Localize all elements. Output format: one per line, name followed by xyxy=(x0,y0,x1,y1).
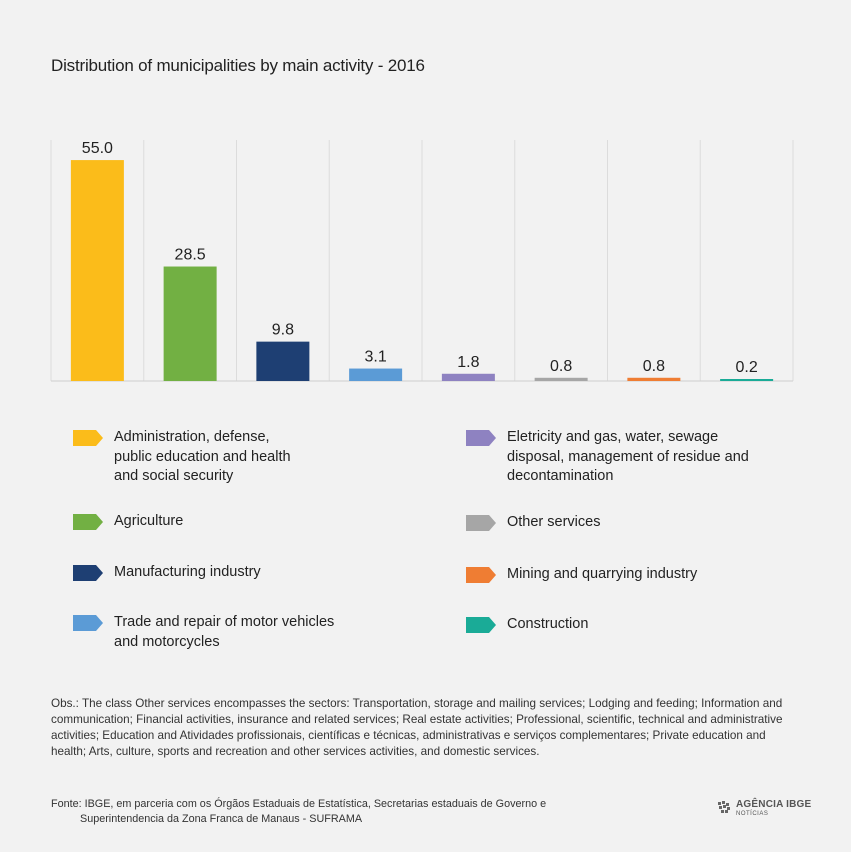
legend-item: Eletricity and gas, water, sewage disposa… xyxy=(466,428,749,487)
legend-arrow-swatch-icon xyxy=(73,615,103,631)
legend-item: Agriculture xyxy=(73,512,183,532)
legend-label: Administration, defense, public education… xyxy=(114,428,291,487)
ibge-logo-icon xyxy=(718,801,730,813)
legend-arrow-swatch-icon xyxy=(73,430,103,446)
bar-value-label: 0.8 xyxy=(643,358,665,375)
bar-chart: 55.0 28.5 9.8 3.1 1.8 0.8 0.8 0.2 xyxy=(50,140,794,382)
legend-label: Eletricity and gas, water, sewage disposa… xyxy=(507,428,749,487)
legend-arrow-swatch-icon xyxy=(466,617,496,633)
legend-label-line: disposal, management of residue and xyxy=(507,448,749,465)
legend-label: Trade and repair of motor vehicles and mo… xyxy=(114,613,334,652)
legend-label-line: and social security xyxy=(114,468,234,484)
legend-label-line: Agriculture xyxy=(114,513,184,529)
source-line-2: Superintendencia da Zona Franca de Manau… xyxy=(80,813,363,825)
legend-label-line: Construction xyxy=(507,616,589,632)
legend-arrow-swatch-icon xyxy=(466,567,496,583)
legend-label: Construction xyxy=(507,615,588,635)
legend-arrow-swatch-icon xyxy=(466,515,496,531)
bar-value-label: 1.8 xyxy=(457,354,479,371)
legend-item: Administration, defense, public education… xyxy=(73,428,291,487)
bar xyxy=(534,377,588,381)
legend-arrow-swatch-icon xyxy=(73,565,103,581)
chart-title: Distribution of municipalities by main a… xyxy=(51,56,425,75)
logo-sub-text: NOTÍCIAS xyxy=(736,811,769,817)
legend-label-line: public education and health xyxy=(114,448,291,465)
bar xyxy=(720,379,774,381)
legend-label-line: Manufacturing industry xyxy=(114,564,261,580)
bar xyxy=(627,377,681,381)
legend-label: Agriculture xyxy=(114,512,183,532)
bar-value-label: 28.5 xyxy=(175,247,206,264)
bar xyxy=(349,368,403,381)
source-note: Fonte: IBGE, em parceria com os Órgãos E… xyxy=(51,797,571,827)
agencia-ibge-logo: AGÊNCIA IBGE NOTÍCIAS xyxy=(718,800,811,818)
legend-arrow-swatch-icon xyxy=(73,514,103,530)
legend-item: Manufacturing industry xyxy=(73,563,261,583)
legend-label-line: Administration, defense, xyxy=(114,429,270,445)
legend-label-line: decontamination xyxy=(507,468,614,484)
logo-main-text: AGÊNCIA IBGE xyxy=(736,799,812,810)
legend-label-line: Eletricity and gas, water, sewage xyxy=(507,429,719,445)
legend-item: Other services xyxy=(466,513,600,533)
legend-label-line: Other services xyxy=(507,514,601,530)
legend-label-line: and motorcycles xyxy=(114,633,220,650)
bar xyxy=(441,373,495,381)
legend-arrow-swatch-icon xyxy=(466,430,496,446)
legend-item: Trade and repair of motor vehicles and mo… xyxy=(73,613,334,652)
bar-value-label: 55.0 xyxy=(82,140,113,157)
bar xyxy=(256,341,310,381)
legend-item: Mining and quarrying industry xyxy=(466,565,697,585)
bar-value-label: 3.1 xyxy=(365,349,387,366)
bar-value-label: 0.8 xyxy=(550,358,572,375)
legend-label: Other services xyxy=(507,513,600,533)
bar xyxy=(70,160,124,381)
bar-value-label: 9.8 xyxy=(272,322,294,339)
legend-label-line: Mining and quarrying industry xyxy=(507,566,698,582)
observation-note: Obs.: The class Other services encompass… xyxy=(51,697,783,758)
bar-value-label: 0.2 xyxy=(736,359,758,376)
legend-label-line: Trade and repair of motor vehicles xyxy=(114,614,335,630)
legend-item: Construction xyxy=(466,615,588,635)
source-line-1: Fonte: IBGE, em parceria com os Órgãos E… xyxy=(51,798,547,810)
legend-label: Mining and quarrying industry xyxy=(507,565,697,585)
legend-label: Manufacturing industry xyxy=(114,563,261,583)
bar xyxy=(163,266,217,381)
